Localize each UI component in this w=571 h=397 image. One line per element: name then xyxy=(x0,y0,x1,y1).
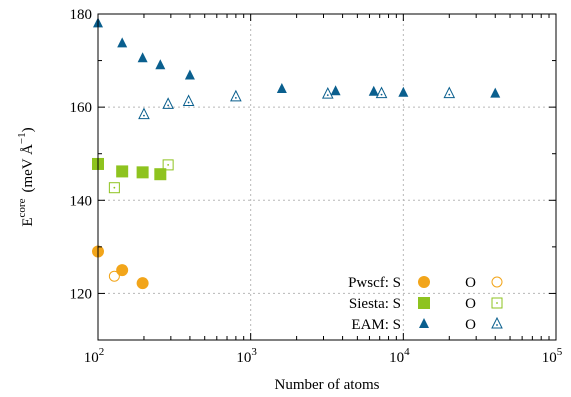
point-pwscf_s xyxy=(116,264,129,277)
y-tick-label: 140 xyxy=(70,193,93,209)
point-eam_o-center xyxy=(448,93,451,96)
point-eam_s xyxy=(276,82,287,93)
legend-marker-eam_o xyxy=(491,316,503,329)
series-pwscf_s xyxy=(92,245,149,290)
legend-label: EAM: S xyxy=(351,317,401,333)
y-axis-label-unit-close: ) xyxy=(20,127,36,132)
y-axis-label: Ecore (meV Å−1) xyxy=(16,127,36,226)
series-siesta_s xyxy=(92,157,167,181)
series-siesta_o xyxy=(108,159,174,194)
data-series xyxy=(92,17,501,290)
point-siesta_o-center xyxy=(113,186,116,189)
y-tick-label: 160 xyxy=(70,100,93,116)
point-siesta_o xyxy=(162,159,174,171)
x-tick-label: 105 xyxy=(542,346,563,366)
point-eam_o-center xyxy=(143,114,145,117)
legend-marker-eam_s xyxy=(419,318,429,328)
point-eam_o-center xyxy=(326,94,329,97)
grid xyxy=(97,13,557,340)
series-eam_s xyxy=(93,17,501,98)
point-eam_o xyxy=(230,89,242,102)
series-eam_o xyxy=(138,86,456,120)
legend-marker-pwscf_o xyxy=(491,276,503,288)
point-eam_s xyxy=(155,59,166,70)
legend-label: Siesta: S xyxy=(349,296,401,312)
legend-o-label: O xyxy=(465,275,476,291)
point-eam_s xyxy=(398,86,409,97)
point-eam_s xyxy=(368,85,379,96)
point-eam_o xyxy=(443,86,456,99)
legend-marker-siesta_o-center xyxy=(496,302,498,304)
series-pwscf_o xyxy=(108,270,120,282)
point-eam_o xyxy=(321,86,334,99)
legend-marker-pwscf_s xyxy=(418,276,430,288)
point-eam_o xyxy=(182,94,195,107)
point-eam_o-center xyxy=(234,96,237,99)
point-eam_s xyxy=(137,52,148,63)
y-axis-label-unit-sup: −1 xyxy=(16,132,28,144)
y-axis-label-base: E xyxy=(20,217,36,226)
point-eam_s xyxy=(184,69,195,80)
legend: Pwscf: S O Siesta: S O EAM: S O xyxy=(348,275,503,333)
point-eam_o xyxy=(375,86,388,99)
point-eam_o-center xyxy=(380,93,383,96)
point-siesta_o-center xyxy=(167,163,170,166)
legend-marker-eam_o-center xyxy=(496,324,498,326)
point-eam_o xyxy=(138,107,150,120)
y-axis-label-sup: core xyxy=(16,198,28,217)
legend-o-label: O xyxy=(465,317,476,333)
legend-marker-siesta_s xyxy=(418,297,430,309)
point-siesta_s xyxy=(116,165,129,178)
point-eam_s xyxy=(330,85,341,96)
point-pwscf_s xyxy=(136,277,149,290)
point-eam_o-center xyxy=(187,101,190,104)
x-tick-label: 102 xyxy=(84,346,105,366)
point-eam_o-center xyxy=(167,104,170,107)
point-eam_s xyxy=(490,87,501,98)
x-axis-label: Number of atoms xyxy=(275,377,380,393)
y-axis-label-unit-open: (meV Å xyxy=(20,144,36,193)
axis-ticks: 120 140 160 180 102 103 104 105 xyxy=(70,7,563,366)
legend-label: Pwscf: S xyxy=(348,275,401,291)
y-tick-label: 180 xyxy=(70,7,93,23)
point-siesta_s xyxy=(136,166,149,179)
plot-frame xyxy=(97,13,557,341)
legend-marker-siesta_o xyxy=(491,297,503,309)
point-siesta_o xyxy=(108,182,120,194)
x-tick-label: 103 xyxy=(236,346,257,366)
x-tick-label: 104 xyxy=(389,346,410,366)
y-tick-label: 120 xyxy=(70,286,93,302)
legend-o-label: O xyxy=(465,296,476,312)
point-eam_o xyxy=(162,97,174,109)
point-eam_s xyxy=(117,37,128,48)
point-pwscf_o xyxy=(108,270,120,282)
point-siesta_s xyxy=(154,168,167,181)
